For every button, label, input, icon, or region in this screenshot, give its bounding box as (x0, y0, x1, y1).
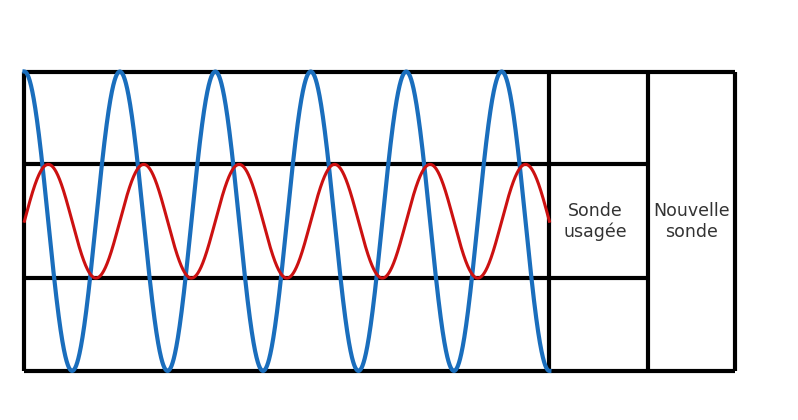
Text: Sonde
usagée: Sonde usagée (563, 202, 627, 241)
Text: Nouvelle
sonde: Nouvelle sonde (654, 202, 730, 241)
